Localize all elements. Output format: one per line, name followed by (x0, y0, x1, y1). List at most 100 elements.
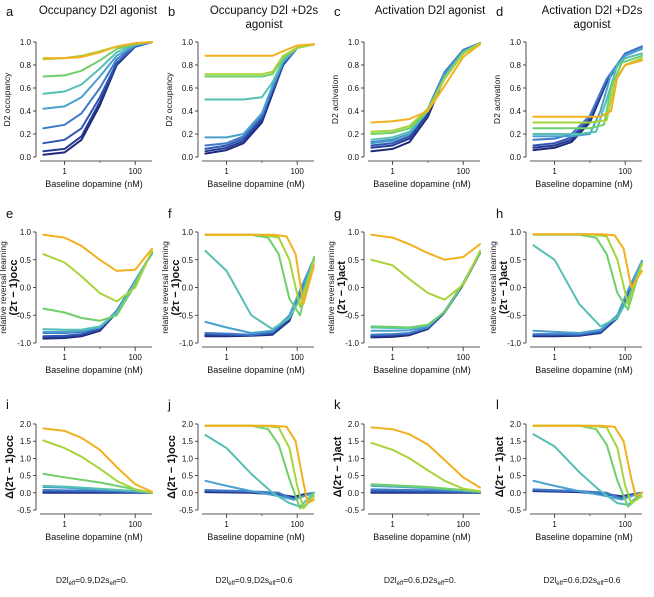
x-tick-label: 100 (290, 353, 304, 362)
y-tick-label: 2.0 (348, 420, 360, 429)
series-line-s6 (204, 249, 315, 331)
x-tick-label: 1 (62, 520, 67, 529)
panel-k: k -0.5 0.0 0.5 1.0 1.5 2.0 1 100 Baseline dopamin… (332, 397, 481, 542)
caption-part: eff (269, 581, 276, 587)
series-line-s9 (42, 41, 153, 60)
y-tick-label: 0.2 (182, 130, 194, 139)
y-axis-math-label: Δ(2τ − 1)occ (166, 435, 178, 499)
y-tick-label: -1.0 (179, 339, 193, 348)
y-tick-label: 0.0 (510, 153, 522, 162)
y-tick-label: 1.0 (20, 38, 32, 47)
y-tick-label: 1.5 (20, 437, 32, 446)
panel-label: a (6, 4, 14, 19)
caption-part: eff (109, 581, 116, 587)
y-tick-label: 1.0 (348, 228, 360, 237)
series-line-s3 (370, 252, 481, 337)
series-line-s9 (370, 43, 481, 124)
y-tick-label: 1.0 (348, 454, 360, 463)
y-tick-label: 0.0 (348, 284, 360, 293)
y-axis-label: D2 occupancy (2, 72, 12, 127)
panel-b: b 0.0 0.2 0.4 0.6 0.8 1.0 1 100 Baseline dopamine… (164, 4, 315, 189)
caption-part: D2l (56, 575, 69, 585)
series-line-s7 (42, 41, 153, 78)
y-tick-label: -1.0 (507, 339, 521, 348)
y-tick-label: 0.5 (182, 256, 194, 265)
series-line-s8 (532, 57, 643, 124)
series-line-s6 (204, 43, 315, 101)
y-tick-label: 1.0 (182, 38, 194, 47)
x-tick-label: 1 (62, 353, 67, 362)
y-tick-label: 1.0 (20, 454, 32, 463)
y-tick-label: 0.2 (510, 130, 522, 139)
caption-part: D2l (544, 575, 557, 585)
x-tick-label: 100 (618, 520, 632, 529)
y-tick-label: 0.0 (20, 489, 32, 498)
caption-part: =0.6 (276, 575, 293, 585)
y-axis-label: D2 activation (330, 75, 340, 124)
panel-e: e -1.0 -0.5 0.0 0.5 1.0 1 100 Baseline dopamine … (0, 206, 153, 375)
panel-label: j (167, 397, 171, 412)
panel-label: c (334, 4, 341, 19)
caption-part: =0.9,D2s (235, 575, 269, 585)
y-axis-math-label: (2τ − 1)act (498, 261, 510, 314)
caption-part: D2l (216, 575, 229, 585)
series-line-s5 (370, 42, 481, 145)
series-line-s4 (204, 43, 315, 147)
panel-h: h -1.0 -0.5 0.0 0.5 1.0 1 100 Baseline dopamine … (488, 206, 643, 375)
y-tick-label: 1.0 (510, 38, 522, 47)
y-tick-label: 0.2 (348, 130, 360, 139)
y-tick-label: 1.0 (348, 38, 360, 47)
x-axis-label: Baseline dopamine (nM) (373, 365, 471, 375)
panel-i: i -0.5 0.0 0.5 1.0 1.5 2.0 1 100 Baseline dopamin… (4, 397, 153, 542)
y-axis-label: relative reversal learning (488, 241, 498, 334)
panel-label: e (6, 206, 13, 221)
y-tick-label: 0.5 (182, 472, 194, 481)
x-tick-label: 100 (456, 353, 470, 362)
panel-g: g -1.0 -0.5 0.0 0.5 1.0 1 100 Baseline dopamine … (326, 206, 481, 375)
y-axis-label: relative reversal learning (160, 241, 170, 334)
y-tick-label: -0.5 (17, 506, 31, 515)
y-axis-label: relative reversal learning (0, 241, 8, 334)
condition-caption-2: D2leff=0.9,D2seff=0.6 (216, 575, 293, 587)
y-axis-math-label: (2τ − 1)act (336, 261, 348, 314)
y-tick-label: 0.5 (510, 472, 522, 481)
y-tick-label: 0.8 (20, 61, 32, 70)
x-axis-label: Baseline dopamine (nM) (535, 532, 633, 542)
y-tick-label: 0.4 (348, 107, 360, 116)
condition-caption-1: D2leff=0.9,D2seff=0. (56, 575, 128, 587)
y-tick-label: 1.0 (182, 454, 194, 463)
panel-c: c 0.0 0.2 0.4 0.6 0.8 1.0 1 100 Baseline dopamine… (330, 4, 481, 189)
caption-part: D2l (384, 575, 397, 585)
x-axis-label: Baseline dopamine (nM) (535, 179, 633, 189)
series-line-s6 (532, 433, 643, 506)
x-tick-label: 1 (62, 167, 67, 176)
series-line-s6 (532, 52, 643, 135)
y-axis-label: D2 occupancy (164, 72, 174, 127)
series-line-s4 (532, 45, 643, 141)
x-tick-label: 100 (128, 167, 142, 176)
y-tick-label: 0.0 (182, 284, 194, 293)
y-tick-label: 1.0 (20, 228, 32, 237)
y-tick-label: 1.5 (510, 437, 522, 446)
y-axis-math-label: Δ(2τ − 1)act (332, 436, 344, 497)
x-tick-label: 1 (224, 520, 229, 529)
x-tick-label: 1 (552, 353, 557, 362)
series-line-s9 (204, 43, 315, 57)
series-line-s5 (532, 259, 643, 334)
x-axis-label: Baseline dopamine (nM) (45, 365, 143, 375)
series-line-s6 (42, 251, 153, 331)
x-tick-label: 100 (618, 167, 632, 176)
y-axis-math-label: Δ(2τ − 1)act (494, 436, 506, 497)
column-title-4: Activation D2l +D2s (542, 5, 643, 17)
x-axis-label: Baseline dopamine (nM) (373, 179, 471, 189)
y-tick-label: -0.5 (507, 506, 521, 515)
x-axis-label: Baseline dopamine (nM) (45, 532, 143, 542)
series-line-s1 (42, 252, 153, 340)
series-line-s4 (42, 41, 153, 130)
x-tick-label: 1 (224, 353, 229, 362)
caption-part: eff (397, 581, 404, 587)
x-tick-label: 100 (128, 520, 142, 529)
series-line-s1 (370, 42, 481, 153)
series-line-s8 (532, 233, 643, 306)
caption-part: =0. (116, 575, 128, 585)
